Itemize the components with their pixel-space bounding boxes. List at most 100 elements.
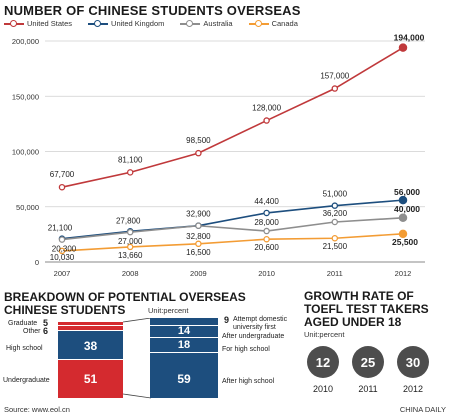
point-canada-2012 [398,229,408,239]
for-high-school-value: 18 [177,339,191,351]
segment-after-high-school [150,353,218,398]
point-united-kingdom-2011 [331,202,339,209]
point-united-states-2009 [195,149,202,157]
graduate-value: 5 [43,318,49,328]
legend-swatch-canada [248,20,269,28]
high-school-value: 38 [83,339,98,353]
data-label-canada-2009: 16,500 [186,248,211,257]
undergraduate-label: Undergraduate [3,377,50,384]
y-tick-label: 100,000 [12,148,39,157]
data-label-canada-2007: 10,030 [50,253,75,262]
for-high-school-label: For high school [222,346,270,353]
legend-swatch-united-kingdom [88,20,109,28]
line-chart: 0 50,000 100,000 150,000 200,000 2007 2008 2009… [12,33,425,278]
legend-swatch-united-states [4,20,24,28]
data-label-canada-2010: 20,600 [254,243,279,252]
legend-label-united-states: United States [27,19,73,28]
legend-label-australia: Australia [203,19,233,28]
toefl-year-2010: 2010 [312,384,334,394]
page-title: NUMBER OF CHINESE STUDENTS OVERSEAS [4,3,301,18]
data-label-united-kingdom-2009: 32,900 [186,210,211,219]
point-canada-2007 [58,247,66,255]
toefl-unit: Unit:percent [304,330,345,339]
data-label-united-kingdom-2007: 21,100 [48,224,73,233]
toefl-circle-2011: 25 [352,346,384,378]
data-label-australia-2008: 27,000 [118,237,143,246]
point-canada-2010 [263,235,270,243]
breakdown-unit: Unit:percent [148,306,189,315]
legend-item-united-states: United States [4,19,72,28]
data-label-united-states-2008: 81,100 [118,155,143,164]
y-tick-label: 200,000 [12,37,39,46]
attempt-domestic-label-line2: university first [233,324,276,331]
point-united-kingdom-2010 [263,209,270,217]
segment-other [58,326,123,330]
data-label-united-states-2009: 98,500 [186,136,211,145]
breakdown-title-line1: BREAKDOWN OF POTENTIAL OVERSEAS [4,290,246,304]
data-label-united-states-2010: 128,000 [252,104,281,113]
series-line-united-states [61,46,404,188]
data-label-australia-2009: 32,800 [186,232,211,241]
legend-item-united-kingdom: United Kingdom [88,19,164,28]
x-tick-label: 2007 [54,269,71,278]
toefl-title-line3: AGED UNDER 18 [304,315,402,329]
toefl-year-2011: 2011 [358,384,378,394]
point-canada-2008 [126,243,134,251]
point-australia-2009 [195,222,202,230]
data-label-australia-2007: 20,300 [52,245,77,254]
point-united-states-2008 [126,169,134,176]
connector-lines [123,318,152,399]
legend-label-united-kingdom: United Kingdom [111,19,165,28]
segment-after-undergraduate [150,326,218,337]
after-undergraduate-value: 14 [177,325,191,337]
breakdown-title: BREAKDOWN OF POTENTIAL OVERSEAS CHINESE … [4,291,246,317]
point-australia-2012 [398,213,408,223]
point-united-states-2011 [331,85,339,92]
legend-item-australia: Australia [180,19,233,28]
point-australia-2011 [331,218,339,226]
toefl-circle-2012: 30 [397,346,429,378]
data-label-united-kingdom-2008: 27,800 [116,216,141,225]
data-label-united-kingdom-2010: 44,400 [254,197,279,206]
series-line-canada [61,233,404,252]
x-tick-label: 2008 [122,269,139,278]
data-label-united-kingdom-2012: 56,000 [394,187,420,197]
left-stack-bar [58,322,123,398]
graduate-label: Graduate [8,320,38,327]
high-school-label: High school [6,345,43,352]
point-united-states-2010 [263,117,270,124]
toefl-title-line2: TOEFL TEST TAKERS [304,302,429,316]
data-label-united-kingdom-2011: 51,000 [323,190,348,199]
point-australia-2010 [263,227,270,235]
toefl-circle-2010: 12 [307,346,339,378]
data-label-canada-2012: 25,500 [392,237,418,247]
toefl-title: GROWTH RATE OF TOEFL TEST TAKERS AGED UN… [304,290,429,329]
data-label-united-states-2011: 157,000 [320,72,349,81]
data-label-australia-2010: 28,000 [254,218,279,227]
point-united-states-2007 [58,183,66,191]
y-tick-label: 0 [35,258,39,267]
legend-item-canada: Canada [248,19,298,28]
data-label-canada-2011: 21,500 [323,242,348,251]
undergraduate-value: 51 [83,372,98,386]
point-australia-2007 [58,236,66,243]
after-high-school-label: After high school [222,378,275,385]
attempt-domestic-label: Attempt domestic university first [233,316,287,332]
toefl-year-2012: 2012 [402,384,424,394]
series-line-australia [61,217,404,241]
other-label: Other [23,328,41,335]
x-tick-label: 2012 [395,269,412,278]
segment-undergraduate [58,360,123,398]
data-label-australia-2012: 40,000 [394,204,420,214]
data-label-united-states-2007: 67,700 [50,170,75,179]
credit-note: CHINA DAILY [399,405,446,414]
after-undergraduate-label: After undergraduate [222,333,285,340]
breakdown-title-line2: CHINESE STUDENTS [4,303,126,317]
data-label-united-states-2012: 194,000 [394,33,425,43]
point-canada-2009 [195,240,202,248]
x-tick-label: 2009 [190,269,207,278]
after-high-school-value: 59 [177,372,191,386]
point-canada-2011 [331,234,339,242]
point-united-kingdom-2012 [398,195,408,205]
toefl-title-line1: GROWTH RATE OF [304,289,414,303]
